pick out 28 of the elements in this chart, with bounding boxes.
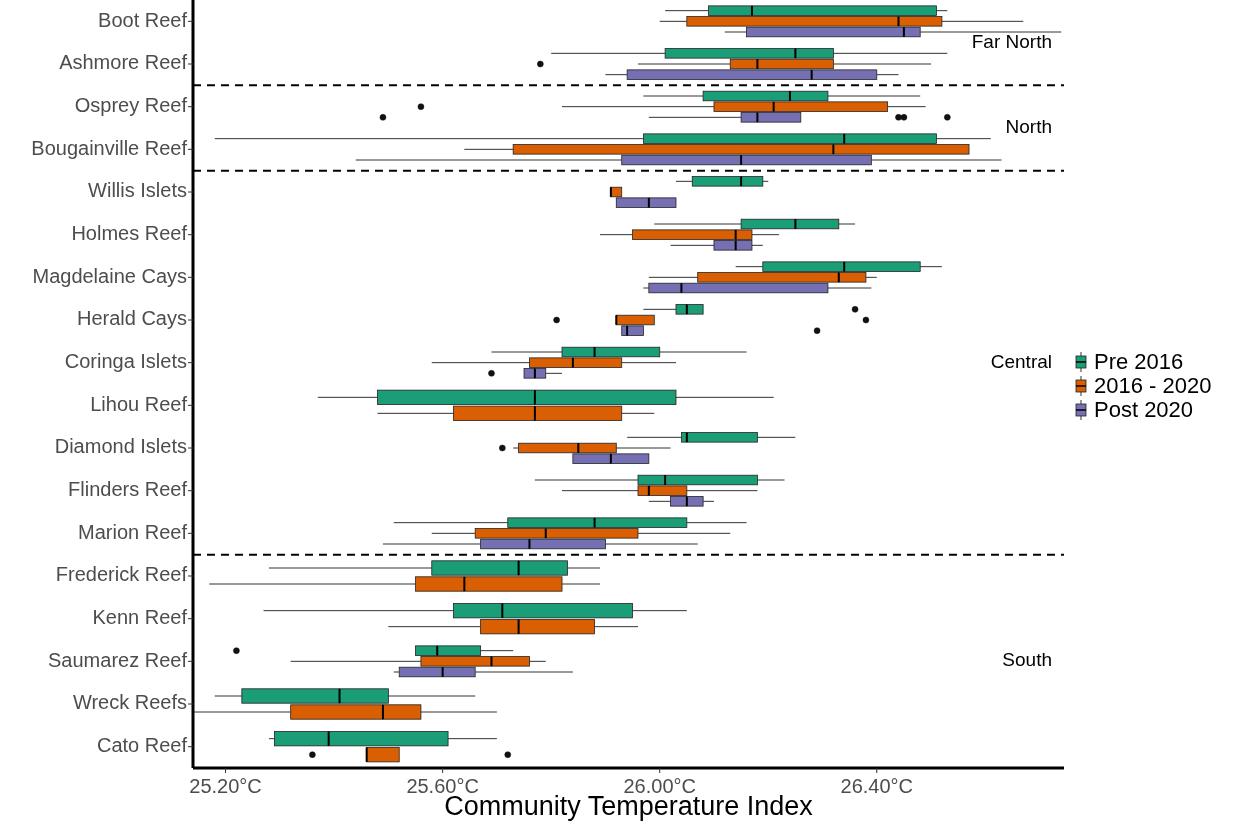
y-tick-label: Diamond Islets — [54, 435, 187, 458]
annotation: South — [1002, 649, 1052, 671]
y-tick-label: Holmes Reef — [71, 221, 188, 244]
y-tick-label: Coringa Islets — [64, 349, 187, 372]
y-tick-label: Boot Reef — [98, 8, 188, 31]
y-tick-label: Herald Cays — [76, 307, 187, 330]
x-tick-label: 26.40°C — [840, 775, 914, 798]
y-tick-label: Ashmore Reef — [59, 51, 188, 74]
y-tick-label: Frederick Reef — [55, 563, 188, 586]
y-tick-label: Willis Islets — [88, 179, 187, 202]
x-tick-label: 25.20°C — [189, 775, 262, 798]
y-tick-label: Kenn Reef — [92, 605, 188, 628]
x-tick-label: 26.00°C — [623, 775, 696, 798]
legend-label: Post 2020 — [1094, 396, 1194, 422]
y-tick-label: Marion Reef — [78, 520, 188, 543]
y-tick-label: Bougainville Reef — [31, 136, 188, 159]
annotation: Far North — [971, 30, 1052, 52]
annotation: North — [1005, 116, 1052, 138]
y-tick-label: Magdelaine Cays — [32, 264, 187, 287]
y-tick-label: Osprey Reef — [74, 93, 188, 116]
y-tick-label: Lihou Reef — [90, 392, 188, 415]
y-tick-label: Wreck Reefs — [72, 691, 187, 714]
y-tick-label: Saumarez Reef — [48, 648, 188, 671]
y-tick-label: Cato Reef — [96, 733, 188, 756]
annotation: Central — [990, 350, 1052, 372]
legend-label: Pre 2016 — [1094, 348, 1184, 374]
legend-label: 2016 - 2020 — [1094, 372, 1212, 398]
y-tick-label: Flinders Reef — [68, 477, 188, 500]
